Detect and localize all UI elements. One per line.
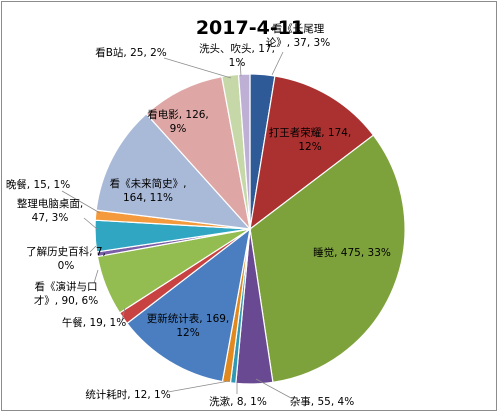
- leader-line: [163, 57, 232, 79]
- data-label-line: 0%: [58, 260, 75, 272]
- pie-slices: [94, 73, 406, 385]
- data-label: 看《演讲与口才》, 90, 6%: [34, 280, 98, 307]
- data-label-line: 睡觉, 475, 33%: [313, 246, 391, 259]
- data-label-line: 看《演讲与口: [35, 280, 98, 293]
- leader-line: [239, 59, 242, 77]
- pie-slice: [145, 75, 251, 231]
- pie-slice: [95, 112, 252, 230]
- data-label-line: 洗头、吹头, 17,: [199, 42, 275, 55]
- pie-slice: [126, 227, 251, 383]
- data-label: 看电影, 126, 9%: [147, 108, 209, 135]
- data-label-line: 统计耗时, 12, 1%: [85, 388, 170, 401]
- data-label-line: 看电影, 126,: [147, 108, 209, 121]
- data-label-line: 才》, 90, 6%: [34, 294, 98, 307]
- data-label-line: 47, 3%: [32, 212, 69, 224]
- data-label-line: 午餐, 19, 1%: [62, 316, 126, 329]
- data-label: 打王者荣耀, 174, 12%: [269, 126, 352, 153]
- data-label: 洗漱, 8, 1%: [209, 396, 267, 408]
- data-label-line: 洗漱, 8, 1%: [209, 396, 267, 408]
- data-label: 午餐, 19, 1%: [62, 316, 126, 329]
- data-label: 晚餐, 15, 1%: [6, 178, 70, 191]
- data-label-line: 了解历史百科, 7,: [26, 245, 106, 258]
- data-label-line: 9%: [170, 123, 187, 135]
- data-label-line: 12%: [176, 327, 199, 339]
- data-label-line: 看《未来简史》,: [110, 177, 187, 190]
- data-label: 看《未来简史》, 164, 11%: [110, 177, 187, 204]
- data-label-line: 论》, 37, 3%: [266, 36, 330, 49]
- data-label: 看《长尾理论》, 37, 3%: [266, 22, 330, 49]
- chart-title: 2017-4-11: [196, 17, 304, 39]
- data-label: 更新统计表, 169, 12%: [147, 312, 230, 339]
- data-labels: 看《长尾理论》, 37, 3% 打王者荣耀, 174, 12% 睡觉, 475, 33…: [6, 22, 391, 408]
- leader-lines: [61, 51, 292, 399]
- data-label-line: 打王者荣耀, 174,: [269, 126, 352, 139]
- leader-line: [83, 217, 98, 230]
- data-label: 洗头、吹头, 17, 1%: [199, 42, 275, 69]
- data-label-line: 看B站, 25, 2%: [95, 46, 167, 59]
- data-label-line: 12%: [298, 141, 321, 153]
- data-label-line: 晚餐, 15, 1%: [6, 178, 70, 191]
- leader-line: [121, 307, 126, 321]
- leader-line: [93, 269, 99, 284]
- data-label: 看B站, 25, 2%: [95, 46, 167, 59]
- data-label: 睡觉, 475, 33%: [313, 246, 391, 259]
- data-label-line: 看《长尾理: [272, 22, 325, 35]
- pie-slice: [237, 73, 251, 230]
- data-label: 统计耗时, 12, 1%: [85, 388, 170, 401]
- leader-line: [167, 380, 230, 393]
- data-label-line: 更新统计表, 169,: [147, 312, 230, 325]
- leader-line: [89, 245, 97, 253]
- leader-line: [61, 190, 101, 214]
- leader-line: [255, 378, 292, 399]
- pie-slice: [249, 75, 375, 231]
- data-label-line: 1%: [229, 57, 246, 69]
- data-label: 整理电脑桌面, 47, 3%: [17, 197, 83, 224]
- data-label-line: 164, 11%: [123, 192, 173, 204]
- data-label-line: 杂事, 55, 4%: [290, 395, 354, 408]
- pie-slice: [249, 134, 406, 383]
- data-label: 了解历史百科, 7, 0%: [26, 245, 106, 272]
- data-label: 杂事, 55, 4%: [290, 395, 354, 408]
- leader-line: [271, 51, 284, 76]
- data-label-line: 整理电脑桌面,: [17, 197, 83, 210]
